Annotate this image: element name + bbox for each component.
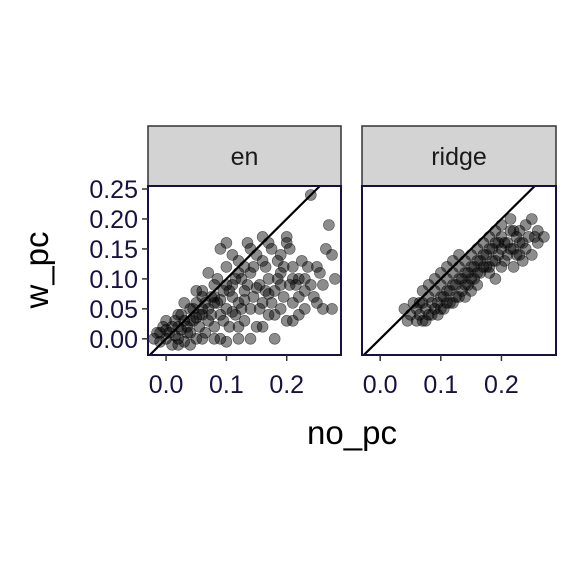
- data-point: [227, 249, 238, 260]
- data-point: [281, 231, 292, 242]
- y-tick-label: 0.10: [89, 266, 138, 294]
- data-point: [275, 279, 286, 290]
- facet-panels: en 0.0 0.1 0.2 ridge 0.0 0.1 0.2: [148, 126, 556, 399]
- data-point: [308, 291, 319, 302]
- data-point: [441, 297, 452, 308]
- data-point: [323, 220, 334, 231]
- data-point: [197, 333, 208, 344]
- data-point: [197, 291, 208, 302]
- x-axis-title: no_pc: [307, 414, 397, 451]
- data-point: [287, 315, 298, 326]
- y-tick-label: 0.25: [89, 176, 138, 204]
- data-point: [215, 294, 226, 305]
- data-point: [526, 249, 537, 260]
- data-point: [311, 261, 322, 272]
- data-point: [254, 303, 265, 314]
- data-point: [278, 261, 289, 272]
- x-tick-label: 0.1: [423, 371, 458, 399]
- data-point: [257, 321, 268, 332]
- x-tick-label: 0.0: [363, 371, 398, 399]
- data-point: [221, 237, 232, 248]
- data-point: [245, 333, 256, 344]
- data-point: [296, 255, 307, 266]
- data-point: [327, 249, 338, 260]
- y-tick-label: 0.00: [89, 326, 138, 354]
- data-point: [221, 336, 232, 347]
- data-point: [417, 285, 428, 296]
- x-tick-label: 0.1: [209, 371, 244, 399]
- data-point: [496, 220, 507, 231]
- data-point: [245, 243, 256, 254]
- panel-en: en 0.0 0.1 0.2: [148, 126, 341, 399]
- data-point: [173, 339, 184, 350]
- data-point: [514, 225, 525, 236]
- strip-label-en: en: [231, 143, 259, 171]
- y-axis-title: w_pc: [18, 231, 55, 309]
- data-point: [209, 333, 220, 344]
- data-point: [251, 282, 262, 293]
- data-point: [287, 273, 298, 284]
- data-point: [239, 294, 250, 305]
- panel-ridge: ridge 0.0 0.1 0.2: [362, 126, 556, 399]
- data-point: [155, 327, 166, 338]
- data-point: [221, 279, 232, 290]
- x-tick-label: 0.2: [269, 371, 304, 399]
- y-tick-label: 0.05: [89, 296, 138, 324]
- data-point: [299, 303, 310, 314]
- data-point: [529, 231, 540, 242]
- data-point: [233, 321, 244, 332]
- data-point: [420, 315, 431, 326]
- data-point: [293, 291, 304, 302]
- data-point: [299, 273, 310, 284]
- data-point: [269, 333, 280, 344]
- data-point: [526, 214, 537, 225]
- data-point: [317, 279, 328, 290]
- data-point: [263, 237, 274, 248]
- data-point: [496, 261, 507, 272]
- data-point: [490, 273, 501, 284]
- data-point: [227, 306, 238, 317]
- data-point: [275, 249, 286, 260]
- data-point: [466, 285, 477, 296]
- data-point: [263, 288, 274, 299]
- data-point: [209, 279, 220, 290]
- x-tick-label: 0.0: [149, 371, 184, 399]
- data-point: [233, 333, 244, 344]
- data-point: [203, 267, 214, 278]
- data-point: [269, 309, 280, 320]
- data-point: [185, 339, 196, 350]
- strip-label-ridge: ridge: [431, 143, 487, 171]
- data-point: [221, 261, 232, 272]
- data-point: [330, 273, 341, 284]
- data-point: [206, 309, 217, 320]
- data-point: [257, 255, 268, 266]
- data-point: [327, 303, 338, 314]
- y-axis: 0.000.050.100.150.200.25: [89, 176, 148, 354]
- data-point: [511, 249, 522, 260]
- y-tick-label: 0.20: [89, 206, 138, 234]
- data-point: [218, 315, 229, 326]
- y-tick-label: 0.15: [89, 236, 138, 264]
- data-point: [233, 267, 244, 278]
- x-tick-label: 0.2: [484, 371, 519, 399]
